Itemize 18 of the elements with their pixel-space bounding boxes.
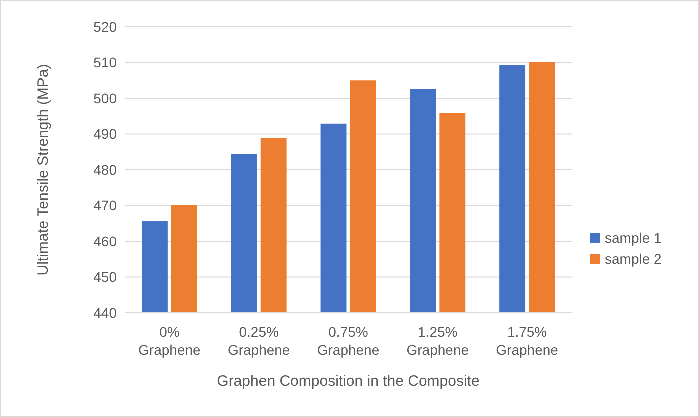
y-tick-label: 450 xyxy=(94,269,118,286)
x-tick-label: 0.25% Graphene xyxy=(228,324,290,358)
y-tick-label: 460 xyxy=(94,233,118,250)
y-tick-label: 470 xyxy=(94,198,118,214)
x-tick-label: 1.25% Graphene xyxy=(406,324,470,358)
y-axis-title: Ultimate Tensile Strength (MPa) xyxy=(35,64,52,276)
y-tick-label: 500 xyxy=(94,90,118,106)
x-tick-label: 0% Graphene xyxy=(138,324,202,358)
y-tick-label: 490 xyxy=(94,126,118,142)
x-axis-title: Graphen Composition in the Composite xyxy=(217,373,480,390)
y-tick-label: 510 xyxy=(94,54,118,71)
x-tick-label: 1.75% Graphene xyxy=(496,324,559,358)
y-tick-label: 440 xyxy=(94,304,118,321)
legend-label: sample 2 xyxy=(605,250,662,267)
legend-label: sample 1 xyxy=(605,230,662,246)
y-tick-label: 480 xyxy=(94,162,118,178)
x-tick-label: 0.75% Graphene xyxy=(317,324,380,358)
y-tick-label: 520 xyxy=(94,18,118,35)
